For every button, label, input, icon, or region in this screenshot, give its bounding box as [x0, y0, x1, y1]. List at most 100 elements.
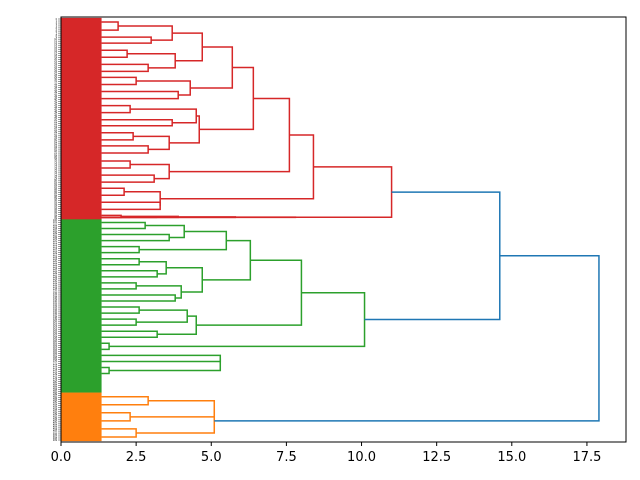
leaf-label: 16 — [54, 50, 57, 53]
leaf-label: 82 — [54, 183, 57, 186]
dendrogram-link — [101, 318, 137, 326]
leaf-label: 138 — [53, 296, 58, 299]
dendrogram-link — [101, 132, 134, 141]
leaf-label: 6 — [56, 30, 58, 33]
dendrogram-link — [101, 201, 161, 211]
leaf-label: 129 — [53, 278, 58, 281]
leaf-label: 66 — [54, 151, 57, 154]
leaf-label: 20 — [54, 58, 57, 61]
leaf-label: 148 — [53, 316, 58, 319]
leaf-label: 34 — [54, 86, 57, 89]
leaf-label: 103 — [53, 225, 58, 228]
leaf-label: 164 — [53, 348, 58, 351]
leaf-label: 13 — [54, 44, 57, 47]
leaf-label: 139 — [53, 298, 58, 301]
leaf-label: 199 — [53, 419, 58, 422]
leaf-label: 50 — [54, 119, 57, 122]
leaf-label: 5 — [56, 28, 58, 31]
leaf-label: 177 — [53, 374, 58, 377]
leaf-label: 173 — [53, 366, 58, 369]
leaf-label: 70 — [54, 159, 57, 162]
leaf-label: 72 — [54, 163, 57, 166]
leaf-label: 160 — [53, 340, 58, 343]
leaf-label: 107 — [53, 233, 58, 236]
dendrogram-link — [130, 163, 170, 180]
leaf-label: 165 — [53, 350, 58, 353]
leaf-label: 108 — [53, 235, 58, 238]
leaf-label: 209 — [53, 439, 58, 442]
leaf-label: 85 — [54, 189, 57, 192]
dendrogram-link — [364, 191, 501, 321]
leaf-label: 88 — [54, 195, 57, 198]
dendrogram-link — [196, 259, 303, 326]
leaf-label: 31 — [54, 80, 57, 83]
dendrogram-link — [130, 108, 197, 124]
leaf-label: 56 — [54, 131, 57, 134]
dendrogram-link — [101, 174, 155, 183]
leaf-label: 63 — [54, 145, 57, 148]
leaf-label: 151 — [53, 322, 58, 325]
leaf-label: 22 — [54, 62, 57, 65]
leaf-label: 158 — [53, 336, 58, 339]
dendrogram-link — [101, 160, 131, 169]
leaf-label: 202 — [53, 425, 58, 428]
dendrogram-link — [101, 245, 140, 254]
leaf-label: 178 — [53, 376, 58, 379]
leaf-label: 182 — [53, 384, 58, 387]
leaf-label: 65 — [54, 149, 57, 152]
leaf-label: 67 — [54, 153, 57, 156]
leaf-label: 12 — [54, 42, 57, 45]
leaf-label: 14 — [54, 46, 57, 49]
leaf-label: 78 — [54, 175, 57, 178]
leaf-label: 100 — [53, 219, 58, 222]
leaf-label: 106 — [53, 231, 58, 234]
leaf-label: 207 — [53, 435, 58, 438]
dendrogram-link — [101, 76, 137, 86]
leaf-label: 51 — [54, 121, 57, 124]
dendrogram-link — [101, 118, 173, 127]
dendrogram-link — [101, 330, 158, 339]
dendrogram-link — [101, 49, 128, 59]
dendrogram-link — [101, 366, 110, 375]
leaf-label: 203 — [53, 427, 58, 430]
leaf-label: 24 — [54, 66, 57, 69]
leaf-label: 53 — [54, 125, 57, 128]
dendrogram-link — [190, 46, 234, 89]
leaf-label: 150 — [53, 320, 58, 323]
leaf-label: 166 — [53, 352, 58, 355]
leaf-label: 25 — [54, 68, 57, 71]
leaf-label: 152 — [53, 324, 58, 327]
leaf-label: 62 — [54, 143, 57, 146]
dendrogram-link — [139, 260, 167, 275]
leaf-label: 132 — [53, 284, 58, 287]
dendrogram-link — [101, 36, 152, 44]
leaf-label: 161 — [53, 342, 58, 345]
leaf-label: 157 — [53, 334, 58, 337]
leaf-label: 87 — [54, 193, 57, 196]
dendrogram-link — [101, 294, 176, 302]
leaf-label: 89 — [54, 197, 57, 200]
leaf-label: 189 — [53, 399, 58, 402]
leaf-label: 186 — [53, 392, 58, 395]
leaf-label: 95 — [54, 209, 57, 212]
leaf-label: 196 — [53, 413, 58, 416]
leaf-label: 44 — [54, 106, 57, 109]
dendrogram-link — [136, 80, 191, 96]
leaf-label: 98 — [54, 215, 57, 218]
leaf-label: 52 — [54, 123, 57, 126]
leaf-label: 86 — [54, 191, 57, 194]
leaf-label: 69 — [54, 157, 57, 160]
leaf-label: 30 — [54, 78, 57, 81]
leaf-label: 156 — [53, 332, 58, 335]
leaf-label: 191 — [53, 403, 58, 406]
leaf-label: 141 — [53, 302, 58, 305]
leaf-label: 197 — [53, 415, 58, 418]
leaf-label: 134 — [53, 288, 58, 291]
leaf-label: 143 — [53, 306, 58, 309]
dendrogram-link — [136, 285, 182, 299]
leaf-label: 23 — [54, 64, 57, 67]
leaf-label: 97 — [54, 213, 57, 216]
dendrogram-link — [101, 257, 140, 266]
x-tick-label: 12.5 — [422, 450, 451, 465]
leaf-label: 17 — [54, 52, 57, 55]
